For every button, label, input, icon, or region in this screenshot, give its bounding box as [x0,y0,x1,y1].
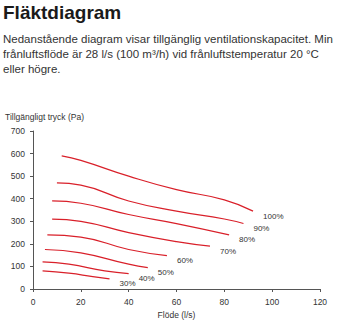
svg-text:120: 120 [313,297,327,307]
svg-text:0: 0 [31,297,36,307]
svg-text:Tillgängligt tryck (Pa): Tillgängligt tryck (Pa) [5,112,84,122]
svg-text:30%: 30% [120,279,136,288]
svg-text:0: 0 [20,284,25,294]
svg-text:40%: 40% [139,274,155,283]
svg-text:300: 300 [11,216,25,226]
svg-text:400: 400 [11,194,25,204]
svg-text:100: 100 [11,261,25,271]
html-text:Nedanstående diagram visar til: Nedanstående diagram visar tillgänglig v… [3,33,333,75]
svg-text:500: 500 [11,171,25,181]
svg-text:200: 200 [11,239,25,249]
svg-text:700: 700 [11,126,25,136]
svg-text:100%: 100% [263,212,283,221]
svg-text:60: 60 [172,297,182,307]
html-text:Fläktdiagram: Fläktdiagram [3,2,122,23]
svg-text:Flöde (l/s): Flöde (l/s) [158,310,196,320]
svg-text:100: 100 [265,297,279,307]
svg-text:40: 40 [124,297,134,307]
svg-text:80: 80 [220,297,230,307]
svg-text:20: 20 [76,297,86,307]
svg-text:80%: 80% [239,235,255,244]
svg-text:50%: 50% [158,268,174,277]
svg-text:70%: 70% [220,247,236,256]
svg-text:90%: 90% [253,224,269,233]
svg-text:60%: 60% [177,256,193,265]
svg-text:600: 600 [11,149,25,159]
